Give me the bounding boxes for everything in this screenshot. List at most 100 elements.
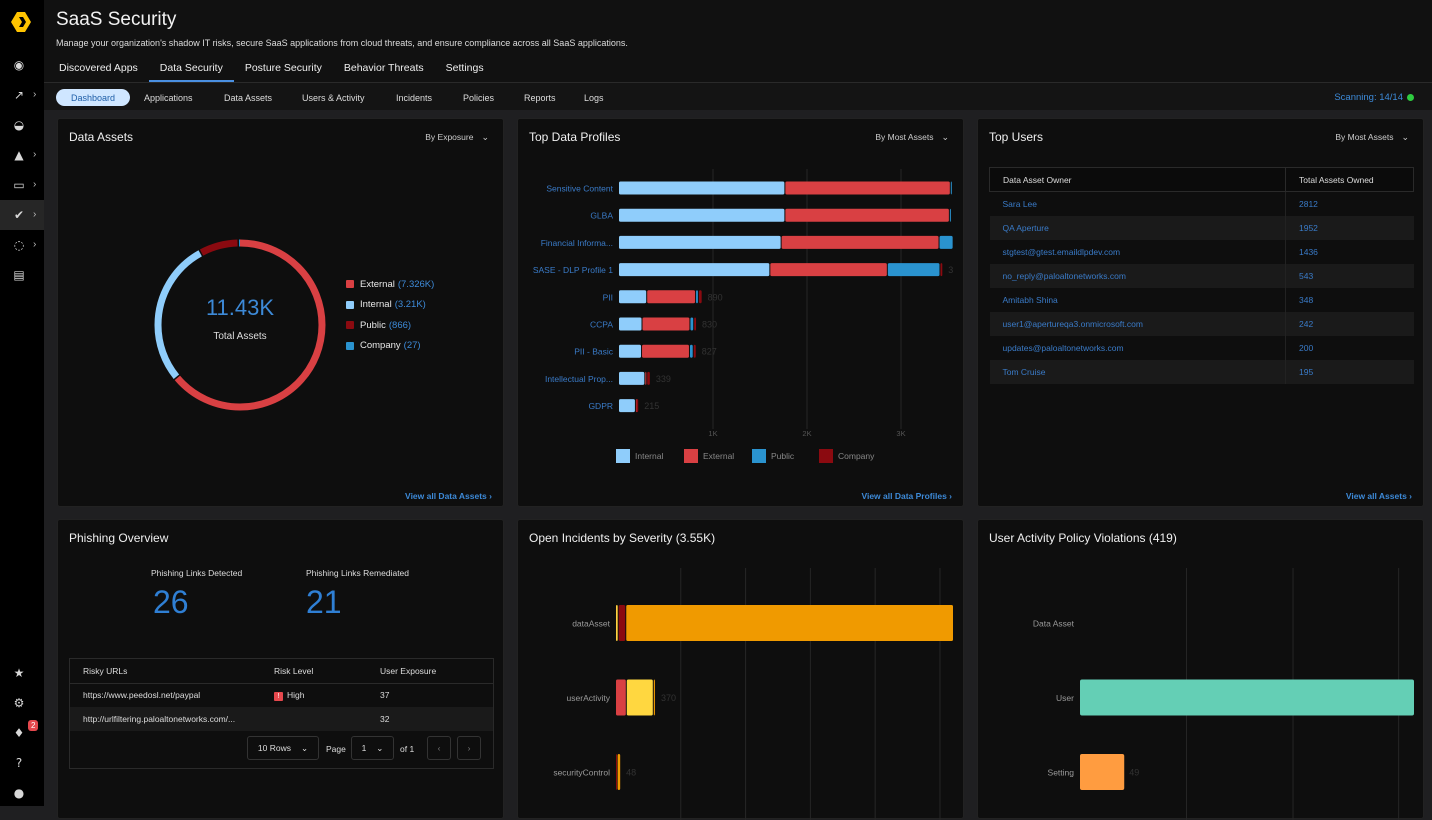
legend-item-external[interactable]: External (7.326K) [346, 274, 434, 295]
bar-segment-internal[interactable] [619, 290, 647, 304]
bar-segment[interactable] [653, 679, 655, 716]
sidebar-item-star[interactable]: ★ [0, 658, 44, 688]
table-row[interactable]: user1@apertureqa3.onmicrosoft.com 242 [989, 311, 1414, 336]
view-all-assets-link[interactable]: View all Assets › [1345, 491, 1412, 501]
table-row[interactable]: Amitabh Shina 348 [989, 287, 1414, 312]
table-row[interactable]: https://www.peedosl.net/paypal! High 37 [70, 683, 493, 707]
legend-label[interactable]: Company [838, 451, 875, 461]
bar-segment[interactable] [626, 679, 653, 716]
tab-data-security[interactable]: Data Security [148, 58, 234, 82]
rows-per-page-select[interactable]: 10 Rows ⌄ [247, 736, 319, 760]
bar[interactable] [1080, 679, 1414, 716]
bar-segment-company[interactable] [636, 399, 639, 413]
next-page-button[interactable]: › [457, 736, 481, 760]
sidebar-item-shield-check[interactable]: ✔ › [0, 200, 44, 230]
subtab-logs[interactable]: Logs [584, 92, 604, 103]
donut-slice-internal[interactable] [154, 239, 326, 411]
sidebar-item-bell[interactable]: ♦ 2 [0, 718, 44, 748]
category-label[interactable]: CCPA [590, 320, 613, 330]
bar-segment-internal[interactable] [619, 344, 642, 358]
category-label[interactable]: PII [603, 292, 613, 302]
bar-segment[interactable] [616, 679, 626, 716]
sidebar-item-gauge[interactable]: ◒ [0, 110, 44, 140]
sidebar-item-analytics[interactable]: ↗ › [0, 80, 44, 110]
subtab-users-activity[interactable]: Users & Activity [302, 92, 365, 103]
table-row[interactable]: QA Aperture 1952 [989, 215, 1414, 240]
sidebar-item-monitor[interactable]: ▭ › [0, 170, 44, 200]
donut-slice-company[interactable] [154, 239, 326, 411]
bar-segment[interactable] [616, 605, 618, 641]
bar-segment-external[interactable] [781, 235, 939, 249]
table-row[interactable]: Sara Lee 2812 [989, 191, 1414, 216]
sidebar-item-user[interactable]: ● [0, 778, 44, 808]
bar-segment-company[interactable] [698, 290, 702, 304]
category-label[interactable]: Financial Informa... [541, 238, 613, 248]
owner-link[interactable]: updates@paloaltonetworks.com [989, 335, 1286, 360]
tab-discovered-apps[interactable]: Discovered Apps [59, 62, 138, 74]
owner-link[interactable]: user1@apertureqa3.onmicrosoft.com [989, 311, 1286, 336]
legend-label[interactable]: External [703, 451, 734, 461]
bar-segment-external[interactable] [785, 181, 950, 195]
bar-segment-public[interactable] [690, 317, 694, 331]
bar-segment-external[interactable] [785, 208, 949, 222]
category-label[interactable]: Sensitive Content [546, 184, 613, 194]
bar-segment-public[interactable] [887, 263, 940, 277]
bar-segment-internal[interactable] [619, 317, 642, 331]
owner-link[interactable]: QA Aperture [989, 215, 1286, 240]
table-row[interactable]: stgtest@gtest.emaildlpdev.com 1436 [989, 239, 1414, 264]
subtab-applications[interactable]: Applications [144, 92, 193, 103]
sidebar-item-dotted-circle[interactable]: ◌ › [0, 230, 44, 260]
category-label[interactable]: GLBA [590, 211, 613, 221]
owner-link[interactable]: Amitabh Shina [989, 287, 1286, 312]
sidebar-item-alarm[interactable]: ▲ › [0, 140, 44, 170]
table-row[interactable]: updates@paloaltonetworks.com 200 [989, 335, 1414, 360]
bar-segment[interactable] [618, 605, 626, 641]
legend-item-internal[interactable]: Internal (3.21K) [346, 295, 434, 316]
table-row[interactable]: http://urlfiltering.paloaltonetworks.com… [70, 707, 493, 731]
bar-segment[interactable] [616, 754, 617, 790]
category-label[interactable]: SASE - DLP Profile 1 [533, 265, 613, 275]
legend-label[interactable]: Internal [635, 451, 663, 461]
bar-segment-public[interactable] [950, 181, 952, 195]
bar-segment-public[interactable] [696, 290, 698, 304]
bar-segment-internal[interactable] [619, 371, 645, 385]
table-row[interactable]: Tom Cruise 195 [989, 359, 1414, 384]
prev-page-button[interactable]: ‹ [427, 736, 451, 760]
bar-segment-internal[interactable] [619, 181, 785, 195]
subtab-data-assets[interactable]: Data Assets [224, 92, 273, 103]
page-select[interactable]: 1 ⌄ [351, 736, 394, 760]
tab-posture-security[interactable]: Posture Security [244, 62, 322, 74]
bar-segment-internal[interactable] [619, 263, 770, 277]
owner-link[interactable]: Tom Cruise [989, 359, 1286, 384]
sidebar-item-radar[interactable]: ◉ [0, 50, 44, 80]
bar-segment-company[interactable] [693, 344, 696, 358]
bar-segment-external[interactable] [770, 263, 887, 277]
bar-segment-internal[interactable] [619, 235, 781, 249]
view-all-data-profiles-link[interactable]: View all Data Profiles › [861, 491, 952, 501]
bar-segment-external[interactable] [647, 290, 696, 304]
legend-item-public[interactable]: Public (866) [346, 315, 434, 336]
category-label[interactable]: GDPR [588, 401, 613, 411]
bar-segment-internal[interactable] [619, 399, 635, 413]
bar-segment-public[interactable] [949, 208, 951, 222]
sort-dropdown[interactable]: By Most Assets ⌄ [875, 132, 949, 143]
bar-segment-company[interactable] [647, 371, 650, 385]
tab-settings[interactable]: Settings [445, 62, 484, 74]
subtab-reports[interactable]: Reports [524, 92, 556, 103]
subtab-policies[interactable]: Policies [463, 92, 495, 103]
subtab-incidents[interactable]: Incidents [396, 92, 433, 103]
subtab-dashboard[interactable]: Dashboard [56, 89, 131, 106]
bar-segment[interactable] [617, 754, 621, 790]
tab-behavior-threats[interactable]: Behavior Threats [343, 62, 424, 74]
category-label[interactable]: Intellectual Prop... [545, 374, 613, 384]
bar-segment-company[interactable] [940, 263, 943, 277]
sidebar-item-help[interactable]: ? [0, 748, 44, 778]
owner-link[interactable]: Sara Lee [989, 191, 1286, 216]
bar-segment-public[interactable] [689, 344, 693, 358]
sidebar-item-gear[interactable]: ⚙ [0, 688, 44, 718]
legend-item-company[interactable]: Company (27) [346, 336, 434, 357]
sidebar-item-report[interactable]: ▤ [0, 260, 44, 290]
sort-dropdown[interactable]: By Most Assets ⌄ [1335, 132, 1409, 143]
bar-segment-external[interactable] [645, 371, 647, 385]
bar-segment-external[interactable] [642, 344, 689, 358]
